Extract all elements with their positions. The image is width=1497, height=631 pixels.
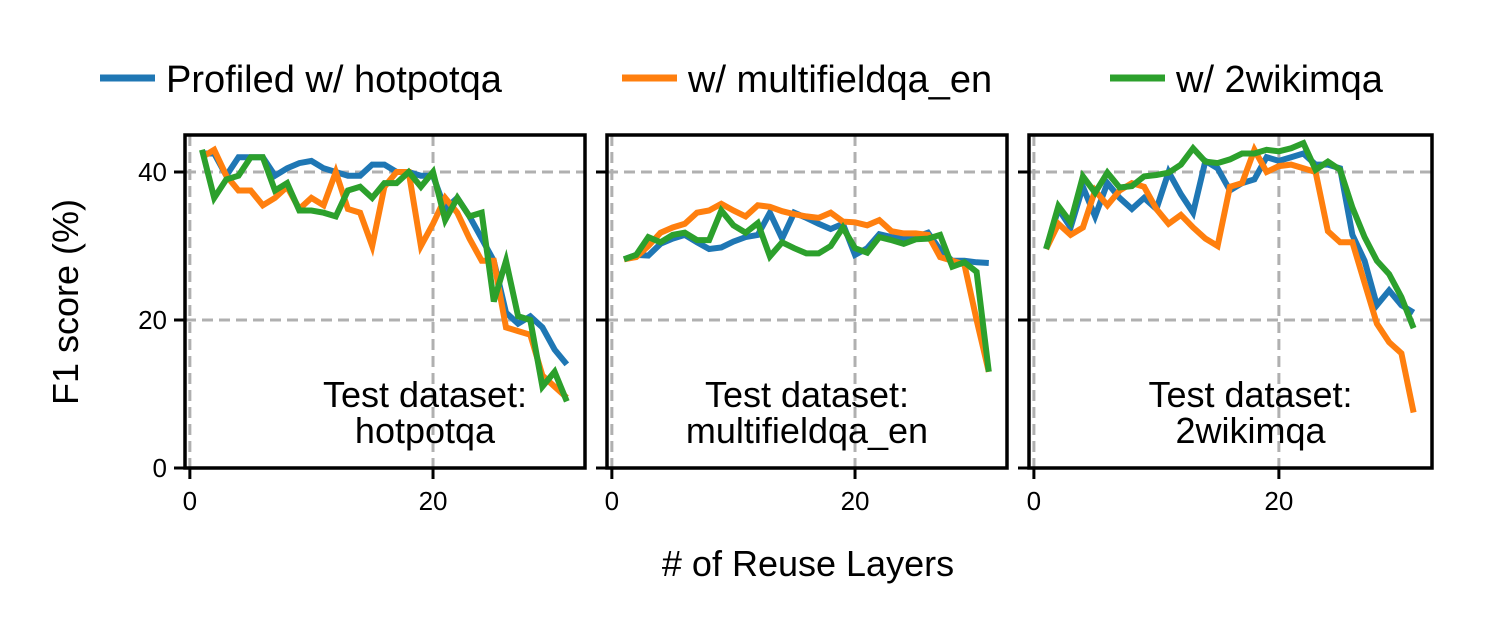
series-line: [199, 149, 570, 403]
series-line: [1043, 142, 1417, 414]
panel-frame: [1027, 133, 1434, 470]
panel-2: Test dataset:multifieldqa_en 0 20: [596, 133, 1009, 516]
panel-3: Test dataset:2wikimqa 0 20: [1018, 133, 1434, 516]
panel-1: Test dataset:hotpotqa 0 20 40 0 20: [138, 133, 587, 516]
legend-label: w/ 2wikimqa: [1175, 59, 1384, 101]
legend-label: Profiled w/ hotpotqa: [166, 59, 503, 101]
panel-annotation: Test dataset:: [323, 374, 527, 415]
panel-frame: [605, 133, 1009, 470]
y-tick-label: 0: [153, 453, 167, 483]
x-tick-label: 0: [1027, 486, 1041, 516]
y-tick-label: 40: [138, 157, 167, 187]
legend-label: w/ multifieldqa_en: [687, 59, 992, 101]
series-line: [622, 204, 992, 373]
y-tick-label: 20: [138, 305, 167, 335]
legend: Profiled w/ hotpotqa w/ multifieldqa_en w/…: [100, 59, 1384, 101]
x-axis-label: # of Reuse Layers: [662, 543, 954, 584]
x-tick-label: 20: [419, 486, 448, 516]
panel-frame: [183, 133, 587, 470]
panel-annotation: multifieldqa_en: [686, 410, 928, 451]
panel-annotation: 2wikimqa: [1175, 410, 1326, 451]
series-line: [1043, 139, 1417, 330]
x-tick-label: 0: [183, 486, 197, 516]
x-tick-label: 20: [1264, 486, 1293, 516]
x-tick-label: 20: [841, 486, 870, 516]
panel-annotation: Test dataset:: [1148, 374, 1352, 415]
panel-annotation: hotpotqa: [355, 410, 496, 451]
series-line: [623, 200, 992, 373]
y-axis-label: F1 score (%): [45, 199, 86, 405]
x-tick-label: 0: [605, 486, 619, 516]
panel-annotation: Test dataset:: [705, 374, 909, 415]
